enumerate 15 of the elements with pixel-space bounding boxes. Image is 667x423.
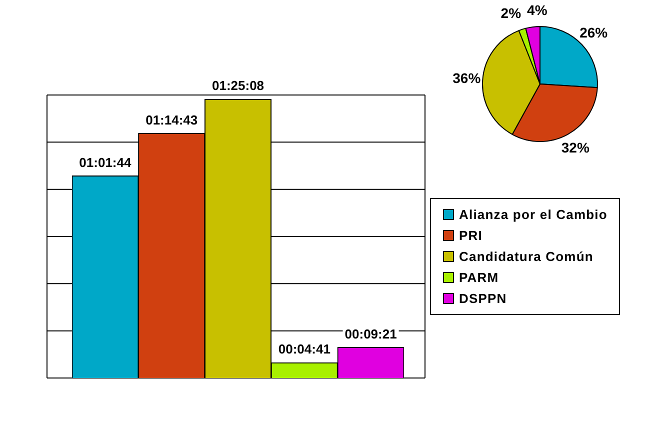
legend-label: PRI [459,228,482,243]
data-label: 01:01:44 [79,154,132,170]
data-label: 01:14:43 [146,112,198,128]
data-label: 4% [527,2,548,18]
data-label: 32% [561,139,590,156]
legend-label: Candidatura Común [459,249,594,264]
data-label: 01:25:08 [212,78,264,94]
data-label: 36% [452,70,482,86]
data-label: 26% [580,24,608,41]
legend-label: PARM [459,270,499,285]
data-label: 00:04:41 [278,342,330,357]
legend-label: Alianza por el Cambio [459,207,608,222]
data-label: 2% [500,4,522,21]
data-label: 00:09:21 [344,326,397,342]
legend-label: DSPPN [459,291,507,306]
